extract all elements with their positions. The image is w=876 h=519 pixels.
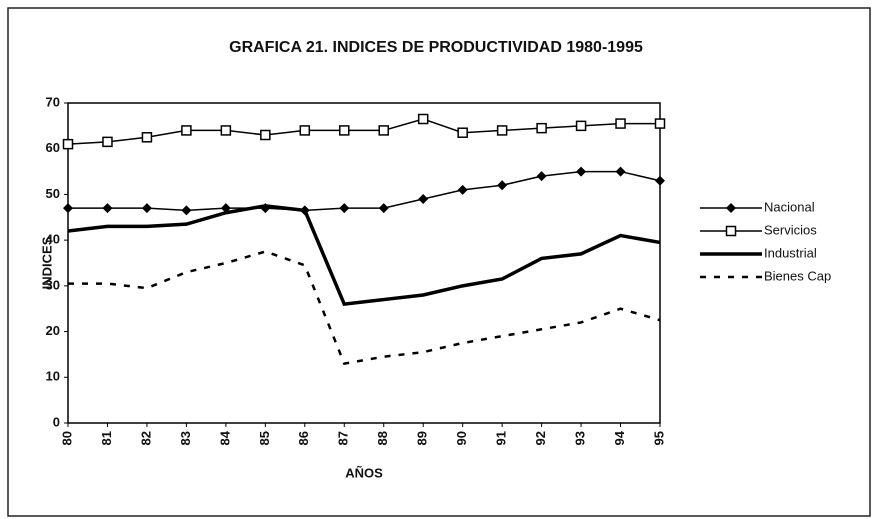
x-tick-label: 88	[375, 431, 390, 445]
chart-title: GRAFICA 21. INDICES DE PRODUCTIVIDAD 198…	[229, 39, 643, 56]
x-tick-label: 95	[651, 431, 666, 445]
marker	[181, 125, 192, 136]
series-line	[68, 170, 661, 212]
y-tick-label: 10	[46, 369, 60, 384]
x-tick-label: 87	[336, 431, 351, 445]
x-tick-label: 81	[99, 431, 114, 445]
marker	[536, 122, 547, 134]
marker	[339, 203, 350, 214]
x-tick-label: 93	[573, 431, 588, 445]
legend-label: Nacional	[764, 199, 815, 214]
y-tick-label: 40	[46, 232, 60, 247]
marker	[260, 129, 271, 141]
marker	[102, 203, 113, 214]
marker	[62, 138, 74, 150]
marker	[615, 166, 626, 177]
marker	[378, 125, 389, 136]
marker	[536, 171, 547, 182]
marker	[615, 118, 626, 129]
x-tick-label: 85	[257, 431, 272, 445]
y-tick-label: 0	[53, 414, 60, 429]
y-axis-label: INDICES	[39, 236, 54, 289]
y-tick-label: 70	[46, 94, 60, 109]
y-tick-label: 30	[46, 277, 60, 292]
x-tick-label: 83	[178, 431, 193, 445]
marker	[725, 225, 737, 237]
x-tick-label: 86	[296, 431, 311, 445]
x-tick-label: 82	[138, 431, 153, 445]
x-axis-label: AÑOS	[345, 465, 383, 480]
marker	[63, 203, 73, 214]
marker	[497, 180, 508, 191]
x-tick-label: 90	[454, 431, 469, 445]
series-line	[67, 204, 661, 307]
x-tick-label: 89	[415, 431, 430, 445]
x-tick-label: 84	[217, 430, 232, 445]
marker	[457, 184, 468, 195]
marker	[417, 113, 429, 125]
legend-label: Bienes Cap	[764, 268, 831, 283]
marker	[418, 194, 429, 204]
legend-label: Servicios	[764, 222, 817, 237]
marker	[655, 175, 665, 186]
marker	[496, 125, 508, 136]
marker	[576, 166, 587, 177]
marker	[575, 120, 587, 132]
marker	[181, 205, 192, 216]
marker	[339, 125, 350, 136]
marker	[299, 125, 311, 136]
series-line	[67, 118, 660, 145]
frame	[7, 7, 871, 517]
marker	[102, 136, 113, 148]
marker	[654, 118, 666, 129]
y-tick-label: 20	[46, 323, 60, 338]
x-tick-label: 94	[612, 430, 627, 445]
marker	[141, 132, 153, 143]
marker	[726, 203, 736, 213]
plot-area	[67, 102, 661, 424]
series-line	[68, 250, 661, 365]
x-tick-label: 80	[59, 431, 74, 445]
marker	[378, 203, 389, 214]
x-tick-label: 92	[533, 431, 548, 445]
legend-label: Industrial	[764, 245, 817, 260]
marker	[220, 125, 232, 136]
y-tick-label: 50	[46, 186, 60, 201]
y-tick-label: 60	[46, 140, 60, 155]
marker	[141, 203, 152, 214]
x-tick-label: 91	[494, 431, 509, 445]
marker	[457, 127, 468, 138]
